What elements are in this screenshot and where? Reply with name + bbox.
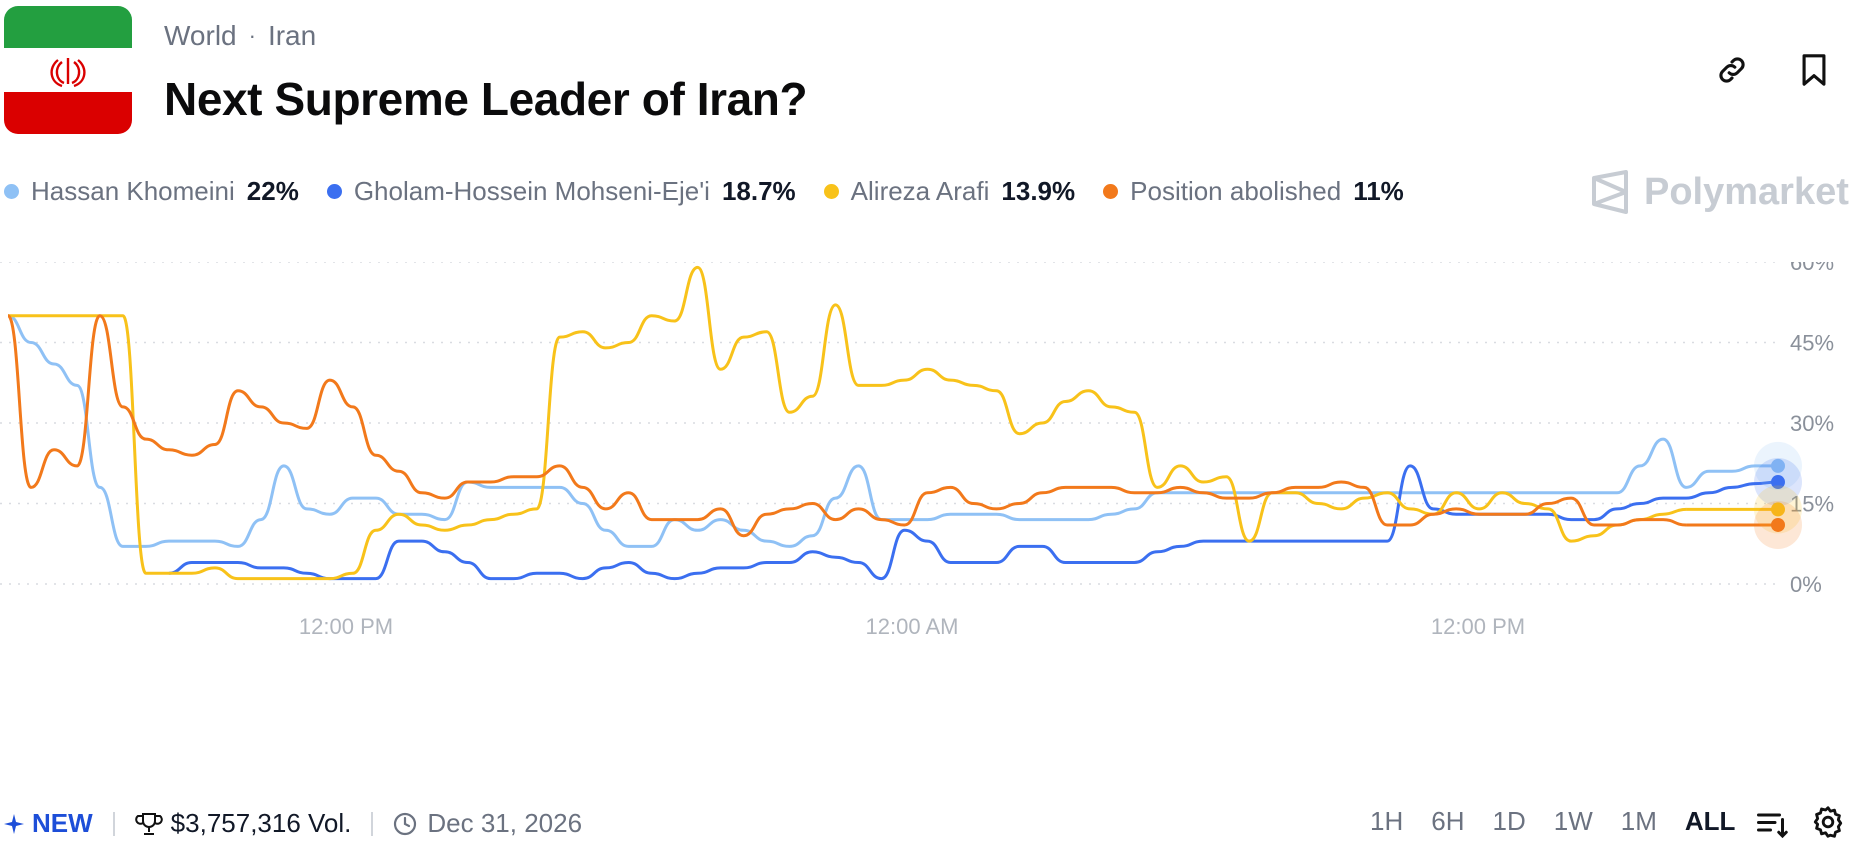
volume-stat: $3,757,316 Vol. bbox=[134, 808, 352, 839]
chart-end-markers bbox=[1754, 441, 1802, 549]
series-line-3 bbox=[6, 314, 1687, 538]
range-1m[interactable]: 1M bbox=[1620, 806, 1657, 836]
series-end-dot-0 bbox=[1771, 458, 1785, 473]
y-axis: 0% 15% 30% 45% 60% bbox=[1790, 262, 1834, 597]
market-footer: NEW $3,757,316 Vol. Dec 31, 2026 bbox=[4, 808, 582, 839]
x-tick-label: 12:00 PM bbox=[1431, 614, 1525, 639]
series-end-dot-1 bbox=[1771, 475, 1785, 490]
breadcrumb-category[interactable]: World bbox=[164, 20, 237, 51]
legend-swatch bbox=[823, 184, 839, 199]
legend-name: Alireza Arafi bbox=[850, 176, 990, 206]
range-1h[interactable]: 1H bbox=[1370, 806, 1404, 836]
y-tick-label: 0% bbox=[1790, 572, 1822, 597]
legend-swatch bbox=[4, 184, 19, 199]
legend-name: Gholam-Hossein Mohseni-Eje'i bbox=[353, 176, 710, 206]
bookmark-icon bbox=[1802, 54, 1826, 86]
copy-link-button[interactable] bbox=[1710, 48, 1754, 92]
end-date-stat: Dec 31, 2026 bbox=[393, 808, 582, 839]
y-tick-label: 60% bbox=[1790, 262, 1834, 275]
polymarket-logo-icon bbox=[1592, 170, 1628, 214]
legend-name: Position abolished bbox=[1130, 176, 1342, 206]
clock-icon bbox=[394, 812, 417, 835]
legend-name: Hassan Khomeini bbox=[31, 176, 235, 206]
chart-grid bbox=[0, 262, 1780, 585]
legend-percent: 11% bbox=[1353, 176, 1404, 206]
link-icon bbox=[1719, 57, 1745, 83]
legend-item-hassan-khomeini[interactable]: Hassan Khomeini 22% bbox=[4, 176, 299, 207]
series-end-dot-2 bbox=[1771, 502, 1785, 517]
range-1d[interactable]: 1D bbox=[1492, 806, 1526, 836]
range-1w[interactable]: 1W bbox=[1553, 806, 1593, 836]
y-tick-label: 30% bbox=[1790, 411, 1834, 436]
y-tick-label: 45% bbox=[1790, 331, 1834, 356]
x-axis: 12:00 PM 12:00 AM 12:00 PM bbox=[299, 614, 1525, 639]
y-tick-label: 15% bbox=[1790, 492, 1834, 517]
gear-icon bbox=[1813, 806, 1843, 838]
price-history-chart[interactable]: 0% 15% 30% 45% 60% 12:00 PM 12:00 AM 12:00 PM bbox=[0, 262, 1854, 762]
page-title: Next Supreme Leader of Iran? bbox=[164, 73, 808, 125]
chart-options-button[interactable] bbox=[1754, 806, 1790, 842]
bookmark-button[interactable] bbox=[1792, 48, 1836, 92]
end-date-value: Dec 31, 2026 bbox=[427, 808, 583, 838]
series-line-0 bbox=[7, 314, 1778, 548]
legend-percent: 13.9% bbox=[1001, 176, 1076, 206]
sparkle-icon bbox=[4, 813, 24, 834]
legend-swatch bbox=[1103, 184, 1119, 199]
range-6h[interactable]: 6H bbox=[1431, 806, 1465, 836]
range-all[interactable]: ALL bbox=[1684, 806, 1736, 836]
chart-series bbox=[6, 265, 1779, 581]
polymarket-watermark: Polymarket bbox=[1590, 170, 1849, 214]
x-tick-label: 12:00 PM bbox=[299, 614, 393, 639]
time-range-selector: 1H 6H 1D 1W 1M ALL bbox=[1370, 806, 1763, 837]
sort-lines-icon bbox=[1757, 813, 1788, 839]
legend-item-mohseni-ejei[interactable]: Gholam-Hossein Mohseni-Eje'i 18.7% bbox=[326, 176, 796, 207]
new-badge: NEW bbox=[4, 808, 93, 839]
new-label: NEW bbox=[32, 808, 93, 838]
series-line-2 bbox=[7, 265, 1687, 581]
breadcrumb-subcategory[interactable]: Iran bbox=[267, 20, 317, 51]
legend-item-position-abolished[interactable]: Position abolished 11% bbox=[1103, 176, 1404, 207]
legend-item-alireza-arafi[interactable]: Alireza Arafi 13.9% bbox=[823, 176, 1076, 207]
divider bbox=[112, 811, 115, 836]
legend-swatch bbox=[326, 184, 342, 199]
series-end-dot-3 bbox=[1771, 517, 1785, 532]
divider bbox=[371, 811, 374, 836]
breadcrumb-separator: · bbox=[248, 23, 256, 48]
volume-value: $3,757,316 Vol. bbox=[170, 808, 352, 838]
chart-legend: Hassan Khomeini 22% Gholam-Hossein Mohse… bbox=[4, 176, 1432, 207]
x-tick-label: 12:00 AM bbox=[866, 614, 959, 639]
chart-settings-button[interactable] bbox=[1810, 804, 1850, 844]
legend-percent: 18.7% bbox=[721, 176, 796, 206]
legend-percent: 22% bbox=[246, 176, 299, 206]
brand-name: Polymarket bbox=[1644, 170, 1849, 213]
iran-flag-icon bbox=[4, 6, 132, 134]
market-flag-image bbox=[4, 6, 132, 134]
breadcrumb: World · Iran bbox=[164, 20, 316, 52]
trophy-icon bbox=[134, 812, 163, 835]
